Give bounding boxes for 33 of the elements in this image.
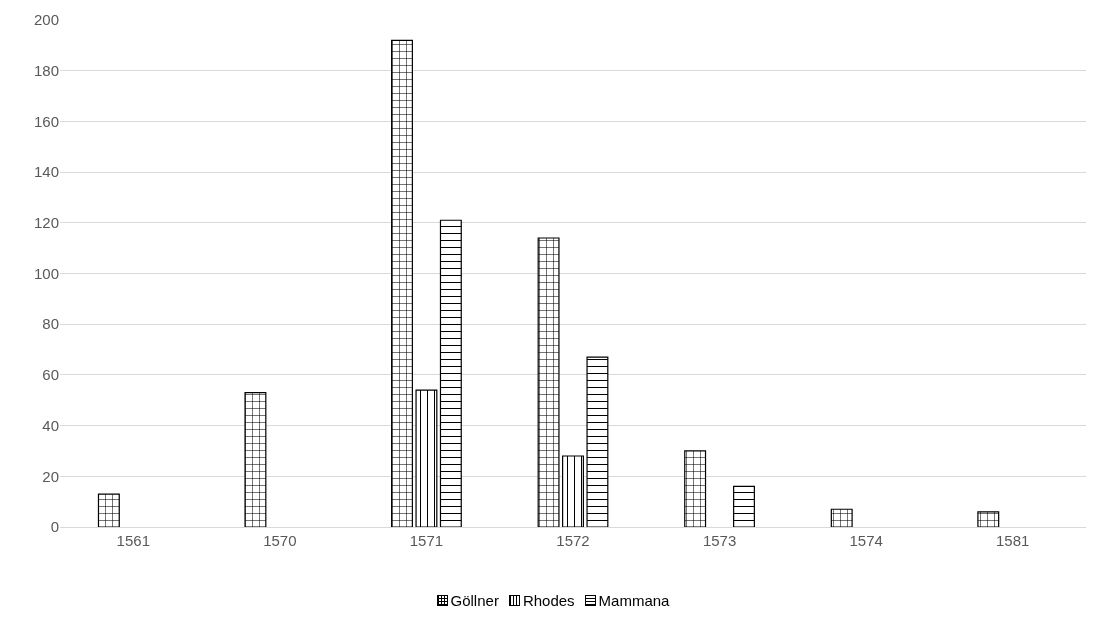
x-tick-label: 1561 — [116, 532, 150, 549]
bar — [586, 356, 609, 527]
y-tick-label: 120 — [33, 214, 59, 232]
y-tick-label: 20 — [42, 467, 59, 485]
bar — [977, 511, 1000, 527]
y-tick-label: 0 — [50, 518, 59, 536]
y-tick-label: 100 — [33, 264, 59, 282]
y-tick-label: 60 — [42, 366, 59, 384]
bar — [97, 493, 120, 527]
y-tick-label: 200 — [33, 11, 59, 29]
y-tick-label: 40 — [42, 416, 59, 434]
x-tick-label: 1574 — [849, 532, 883, 549]
bar — [733, 485, 755, 527]
bar — [439, 219, 462, 527]
y-tick-label: 80 — [42, 315, 59, 333]
bar — [830, 508, 853, 527]
bar — [415, 389, 438, 527]
bar — [562, 455, 584, 527]
y-tick-label: 180 — [33, 61, 59, 79]
y-tick-label: 140 — [33, 163, 59, 181]
legend-label: Mammana — [598, 592, 670, 609]
x-tick-label: 1571 — [409, 532, 444, 549]
legend-label: Rhodes — [522, 592, 575, 609]
x-tick-label: 1572 — [556, 532, 590, 549]
x-tick-label: 1573 — [702, 532, 737, 549]
y-tick-label: 160 — [33, 112, 59, 130]
x-tick-label: 1581 — [996, 532, 1030, 549]
bar — [391, 39, 413, 527]
bar — [537, 237, 560, 527]
bar — [684, 450, 707, 527]
bar — [244, 392, 267, 527]
legend-label: Göllner — [450, 592, 499, 609]
x-tick-label: 1570 — [263, 532, 297, 549]
